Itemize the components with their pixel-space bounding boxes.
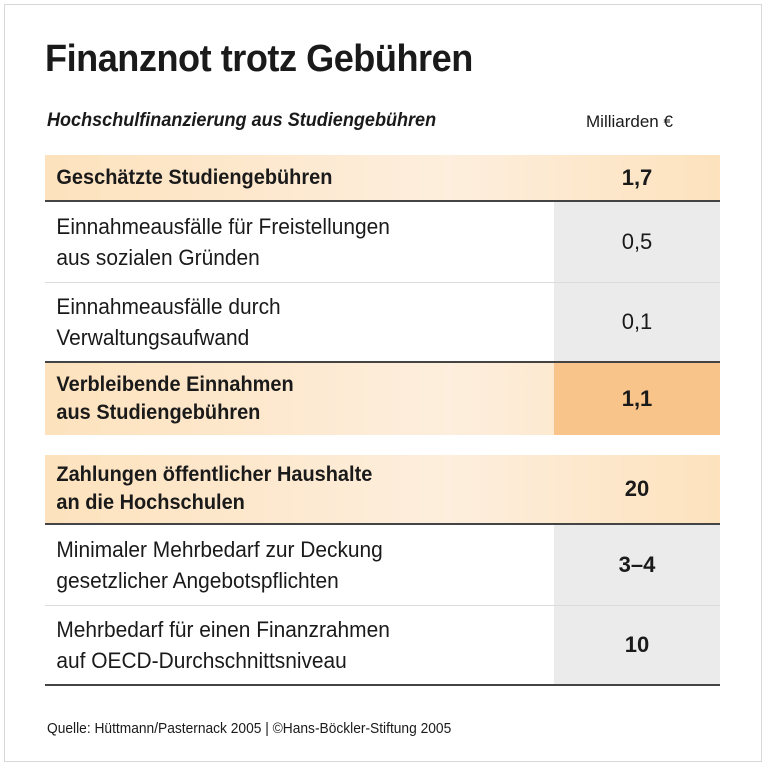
table-section-budget: Zahlungen öffentlicher Haushalte an die … xyxy=(45,455,720,686)
row-label: Einnahmeausfälle durch Verwaltungsaufwan… xyxy=(56,294,281,350)
unit-label: Milliarden € xyxy=(586,112,673,131)
row-label: Verbleibende Einnahmen aus Studiengebühr… xyxy=(56,373,294,424)
row-value: 20 xyxy=(624,476,650,501)
table-section-fees: Geschätzte Studiengebühren 1,7 Einnahmea… xyxy=(45,155,720,435)
subtitle: Hochschulfinanzierung aus Studiengebühre… xyxy=(47,110,437,131)
row-label: Zahlungen öffentlicher Haushalte an die … xyxy=(56,463,373,514)
row-value: 0,1 xyxy=(554,283,720,361)
table-row: Verbleibende Einnahmen aus Studiengebühr… xyxy=(45,363,720,435)
row-value: 1,1 xyxy=(554,363,720,435)
table-row: Zahlungen öffentlicher Haushalte an die … xyxy=(45,455,720,525)
row-label: Mehrbedarf für einen Finanzrahmen auf OE… xyxy=(56,617,390,673)
table-row: Mehrbedarf für einen Finanzrahmen auf OE… xyxy=(45,606,720,686)
row-value: 1,7 xyxy=(621,164,653,190)
row-label: Einnahmeausfälle für Freistellungen aus … xyxy=(56,214,390,270)
table-row: Einnahmeausfälle durch Verwaltungsaufwan… xyxy=(45,283,720,363)
row-label: Minimaler Mehrbedarf zur Deckung gesetzl… xyxy=(56,537,383,593)
table-row: Einnahmeausfälle für Freistellungen aus … xyxy=(45,202,720,283)
table-row: Geschätzte Studiengebühren 1,7 xyxy=(45,155,720,202)
source-footer: Quelle: Hüttmann/Pasternack 2005 | ©Hans… xyxy=(47,721,452,737)
page-title: Finanznot trotz Gebühren xyxy=(45,38,473,80)
row-value: 3–4 xyxy=(554,525,720,605)
frame xyxy=(4,4,762,762)
row-label: Geschätzte Studiengebühren xyxy=(56,165,333,189)
row-value: 10 xyxy=(554,606,720,684)
table-row: Minimaler Mehrbedarf zur Deckung gesetzl… xyxy=(45,525,720,606)
row-value: 0,5 xyxy=(554,202,720,282)
